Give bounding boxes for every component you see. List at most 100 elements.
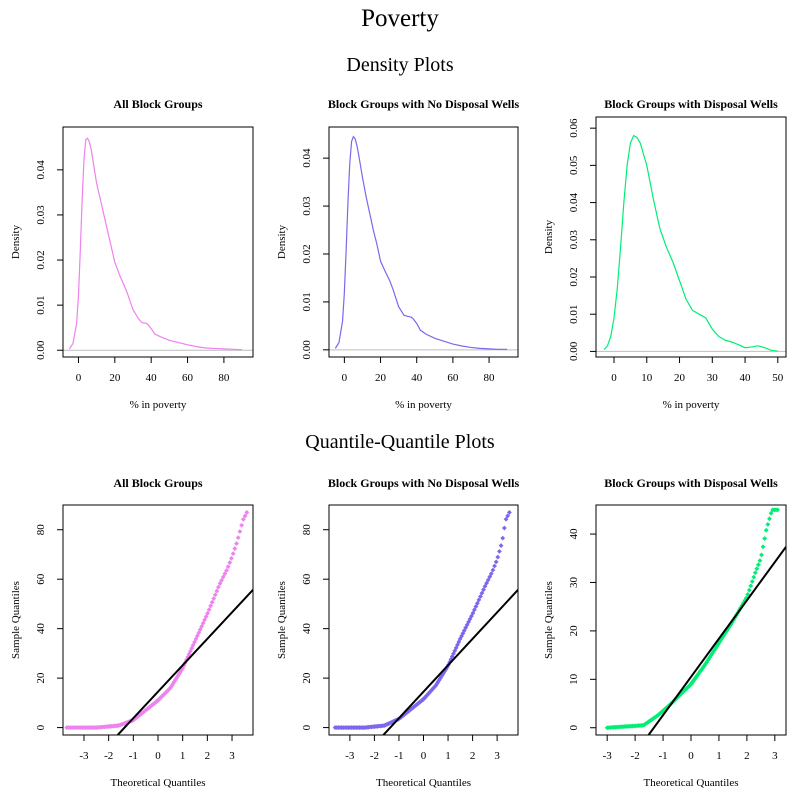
y-tick-label: 0 (568, 724, 580, 730)
plot-frame (328, 504, 519, 736)
plot-panel-4: All Block Groups Theoretical Quantiles Sam… (10, 476, 254, 789)
qq-point (500, 535, 506, 541)
y-tick-label: 0.02 (301, 244, 313, 263)
x-tick-label: -1 (394, 750, 403, 762)
y-tick-label: 80 (35, 524, 47, 536)
x-axis-label: Theoretical Quantiles (644, 777, 739, 789)
qq-point (237, 529, 243, 534)
x-tick-label: 40 (740, 372, 752, 384)
x-tick-label: 2 (744, 750, 750, 762)
x-tick-label: 0 (342, 372, 348, 384)
qq-point (498, 543, 504, 548)
x-tick-label: 60 (182, 372, 194, 384)
qq-point (760, 544, 766, 550)
qq-point (474, 600, 480, 606)
qq-point (751, 574, 757, 580)
plot-frame (595, 504, 787, 736)
y-axis-label: Sample Quantiles (543, 581, 555, 659)
qq-point (755, 562, 761, 568)
y-axis-label: Density (543, 219, 555, 254)
qq-point (493, 559, 499, 565)
qq-point (492, 563, 497, 569)
x-tick-label: 80 (484, 372, 496, 384)
qq-section-heading: Quantile-Quantile Plots (305, 431, 495, 453)
panel-title: Block Groups with Disposal Wells (604, 97, 778, 111)
x-tick-label: 0 (611, 372, 617, 384)
plot-frame (62, 126, 254, 358)
y-tick-label: 0.03 (301, 196, 313, 216)
x-tick-label: 20 (109, 372, 121, 384)
page-title: Poverty (361, 5, 439, 32)
qq-point (752, 570, 758, 576)
x-axis-label: % in poverty (130, 399, 187, 411)
plot-frame (328, 126, 519, 358)
qq-point (229, 555, 234, 561)
density-curve (334, 135, 508, 350)
y-axis-label: Sample Quantiles (10, 581, 22, 659)
plot-panel-3: Block Groups with Disposal Wells % in pov… (543, 97, 787, 411)
x-tick-label: 60 (447, 372, 459, 384)
x-tick-label: 40 (146, 372, 158, 384)
x-tick-label: -3 (345, 750, 355, 762)
x-tick-label: 10 (641, 372, 653, 384)
y-tick-label: 0.03 (568, 230, 580, 250)
y-tick-label: 0.02 (568, 267, 580, 286)
x-tick-label: 40 (411, 372, 423, 384)
density-section-heading: Density Plots (346, 54, 454, 76)
y-tick-label: 0.04 (35, 160, 47, 180)
y-tick-label: 10 (568, 673, 580, 685)
y-tick-label: 0.01 (568, 305, 580, 324)
y-tick-label: 60 (301, 573, 313, 585)
x-tick-label: 20 (375, 372, 387, 384)
qq-point (230, 551, 236, 557)
qq-point (746, 587, 752, 593)
x-tick-label: 3 (772, 750, 778, 762)
x-axis-label: % in poverty (395, 399, 452, 411)
y-axis-label: Density (10, 224, 22, 259)
x-tick-label: -2 (104, 750, 113, 762)
x-tick-label: 3 (229, 750, 235, 762)
x-tick-label: -2 (631, 750, 640, 762)
qq-point (748, 583, 754, 589)
qq-point (745, 592, 751, 597)
panel-title: Block Groups with No Disposal Wells (328, 476, 520, 490)
qq-point (232, 546, 238, 551)
x-tick-label: 0 (155, 750, 161, 762)
y-tick-label: 0.06 (568, 118, 580, 138)
x-tick-label: -3 (79, 750, 89, 762)
qq-reference-line (116, 589, 253, 735)
x-tick-label: -1 (129, 750, 138, 762)
y-tick-label: 40 (301, 623, 313, 635)
x-tick-label: 30 (707, 372, 719, 384)
plot-frame (595, 116, 787, 358)
y-tick-label: 0.04 (301, 148, 313, 168)
y-tick-label: 40 (35, 623, 47, 635)
y-tick-label: 30 (568, 576, 580, 588)
y-tick-label: 0.04 (568, 192, 580, 212)
x-tick-label: -2 (370, 750, 379, 762)
plot-panel-1: All Block Groups % in poverty Density 0 20 40… (10, 97, 254, 411)
qq-point (234, 541, 239, 546)
qq-points (64, 510, 250, 730)
x-tick-label: 20 (674, 372, 686, 384)
x-tick-label: 0 (688, 750, 694, 762)
y-tick-label: 0.00 (568, 341, 580, 361)
panel-title: All Block Groups (113, 97, 202, 111)
x-axis-label: % in poverty (663, 399, 720, 411)
x-tick-label: 3 (494, 750, 500, 762)
density-curve (68, 137, 243, 351)
y-tick-label: 0 (301, 724, 313, 730)
y-tick-label: 20 (35, 672, 47, 684)
qq-point (759, 552, 764, 558)
x-tick-label: 2 (205, 750, 211, 762)
qq-point (763, 527, 769, 533)
qq-point (488, 571, 494, 576)
qq-reference-line (381, 589, 518, 735)
plot-panel-2: Block Groups with No Disposal Wells % in … (276, 97, 519, 411)
y-tick-label: 0.00 (301, 340, 313, 360)
qq-point (495, 554, 501, 560)
x-tick-label: 2 (470, 750, 476, 762)
plot-frame (62, 504, 254, 736)
y-tick-label: 60 (35, 573, 47, 585)
